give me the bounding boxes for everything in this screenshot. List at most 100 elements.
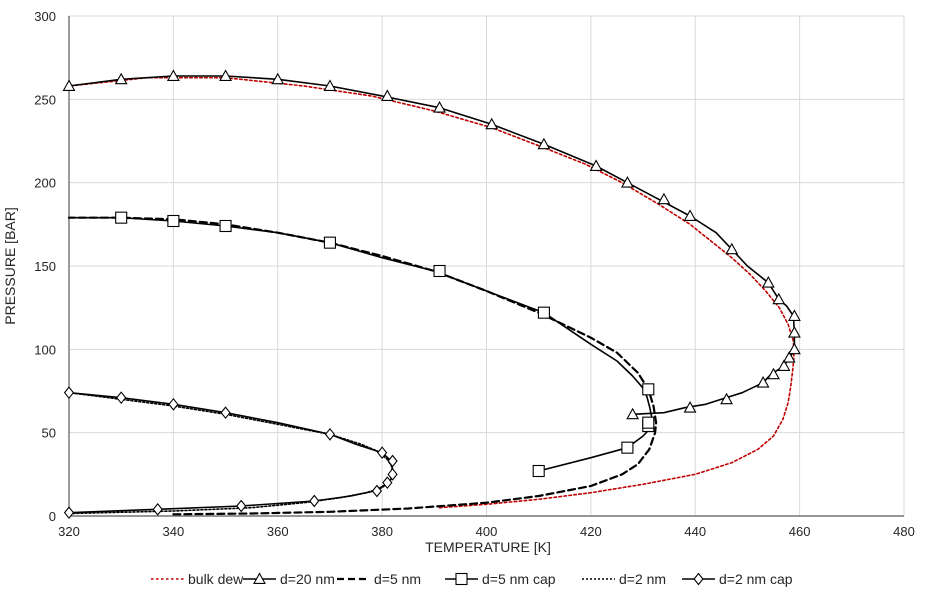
legend-item-d-5-nm-cap: d=5 nm cap	[445, 571, 556, 587]
x-tick-label: 460	[789, 524, 811, 539]
x-tick-label: 480	[893, 524, 915, 539]
series-marker-d-20-nm	[537, 137, 551, 150]
x-tick-label: 380	[371, 524, 393, 539]
series-marker-d-20-nm	[683, 401, 697, 413]
series-d-5-nm	[67, 216, 658, 516]
y-tick-label: 0	[49, 509, 56, 524]
series-marker-d-2-nm-cap	[236, 499, 247, 513]
legend-marker-d-20-nm	[253, 572, 266, 584]
series-marker-d-20-nm	[433, 101, 446, 113]
axes	[68, 16, 904, 517]
series-marker-d-20-nm	[271, 72, 285, 85]
series-d-2-nm-cap	[63, 386, 398, 520]
legend-item-d-2-nm: d=2 nm	[582, 571, 666, 587]
y-axis-title: PRESSURE [BAR]	[2, 207, 18, 324]
series-marker-d-2-nm-cap	[220, 406, 231, 420]
series-bulk-dew	[68, 76, 795, 509]
series-marker-d-2-nm-cap	[387, 454, 398, 468]
series-marker-d-2-nm-cap	[152, 502, 163, 516]
series-marker-d-2-nm-cap	[324, 427, 336, 441]
legend-label-d-5-nm: d=5 nm	[374, 571, 421, 587]
series-d-20-nm	[62, 69, 801, 420]
series-marker-d-20-nm	[725, 242, 739, 255]
series-marker-d-20-nm	[657, 192, 671, 205]
series-marker-d-5-nm-cap	[323, 236, 336, 249]
series-marker-d-20-nm	[787, 326, 801, 338]
series-marker-d-2-nm-cap	[382, 476, 393, 490]
legend-item-bulk-dew: bulk dew	[151, 571, 244, 587]
series-marker-d-20-nm	[323, 79, 337, 91]
series-marker-d-20-nm	[761, 276, 775, 288]
series-marker-d-20-nm	[683, 209, 697, 221]
legend-item-d-5-nm: d=5 nm	[337, 571, 421, 587]
series-marker-d-5-nm-cap	[537, 306, 550, 319]
x-tick-label: 320	[58, 524, 80, 539]
y-tick-label: 250	[34, 92, 56, 107]
series-marker-d-20-nm	[756, 376, 770, 388]
series-marker-d-5-nm-cap	[167, 214, 180, 228]
x-tick-label: 440	[684, 524, 706, 539]
series-marker-d-20-nm	[485, 117, 499, 130]
series-marker-d-5-nm-cap	[115, 211, 128, 224]
series-marker-d-2-nm-cap	[387, 467, 398, 481]
legend-label-d-5-nm-cap: d=5 nm cap	[482, 571, 556, 587]
series-marker-d-20-nm	[767, 367, 780, 380]
grid-lines	[69, 15, 905, 516]
x-tick-label: 360	[267, 524, 289, 539]
series-marker-d-20-nm	[777, 359, 791, 371]
series-line-d-2-nm	[68, 391, 394, 515]
series-marker-d-2-nm-cap	[377, 446, 388, 460]
series-marker-d-20-nm	[166, 69, 180, 81]
series-d-5-nm-cap	[68, 211, 655, 478]
series-marker-d-2-nm-cap	[63, 386, 75, 400]
series-marker-d-5-nm-cap	[642, 383, 655, 396]
y-tick-label: 150	[34, 259, 56, 274]
series-marker-d-20-nm	[787, 309, 801, 321]
series-marker-d-5-nm-cap	[532, 464, 545, 478]
series-marker-d-20-nm	[626, 407, 640, 420]
series-marker-d-2-nm-cap	[371, 484, 383, 498]
series-marker-d-20-nm	[114, 72, 128, 85]
x-tick-label: 340	[163, 524, 185, 539]
y-tick-label: 300	[34, 9, 56, 24]
series-marker-d-2-nm-cap	[168, 397, 179, 411]
series-marker-d-5-nm-cap	[642, 416, 655, 429]
plot-area	[62, 69, 801, 520]
series-marker-d-20-nm	[620, 176, 634, 188]
series-marker-d-2-nm-cap	[116, 391, 127, 405]
series-line-bulk-dew	[68, 76, 795, 509]
series-marker-d-2-nm-cap	[309, 494, 320, 508]
legend-label-d-2-nm: d=2 nm	[619, 571, 666, 587]
legend-label-bulk-dew: bulk dew	[188, 571, 244, 587]
series-line-d-5-nm	[67, 216, 658, 516]
series-marker-d-20-nm	[219, 69, 232, 81]
series-d-2-nm	[68, 391, 394, 515]
series-marker-d-20-nm	[782, 351, 796, 363]
series-marker-d-5-nm-cap	[219, 219, 232, 233]
legend-label-d-2-nm-cap: d=2 nm cap	[719, 571, 793, 587]
legend-marker-d-2-nm-cap	[693, 572, 704, 586]
y-tick-label: 100	[34, 342, 56, 357]
legend-item-d-20-nm: d=20 nm	[243, 571, 335, 587]
series-line-d-2-nm-cap	[68, 391, 395, 514]
tick-labels: 320 340 360 380 400 420 440 460 480 0 50 100 150 200 2…	[34, 9, 915, 539]
series-marker-d-20-nm	[380, 89, 394, 101]
legend: bulk dew d=20 nm d=5 nm d=5 nm cap d=2 nm d=2…	[151, 571, 793, 587]
series-marker-d-20-nm	[720, 392, 733, 405]
legend-label-d-20-nm: d=20 nm	[280, 571, 335, 587]
series-marker-d-20-nm	[787, 342, 801, 355]
series-line-d-20-nm	[68, 75, 796, 416]
series-marker-d-20-nm	[589, 159, 603, 171]
x-tick-label: 400	[476, 524, 498, 539]
series-marker-d-20-nm	[62, 79, 76, 91]
series-marker-d-20-nm	[772, 292, 786, 305]
legend-marker-d-5-nm-cap	[455, 572, 468, 586]
series-marker-d-5-nm-cap	[621, 441, 634, 454]
series-marker-d-5-nm-cap	[433, 264, 446, 278]
legend-item-d-2-nm-cap: d=2 nm cap	[682, 571, 793, 587]
x-axis-title: TEMPERATURE [K]	[425, 539, 551, 555]
x-tick-label: 420	[580, 524, 602, 539]
y-tick-label: 200	[34, 176, 56, 191]
y-tick-label: 50	[42, 426, 56, 441]
